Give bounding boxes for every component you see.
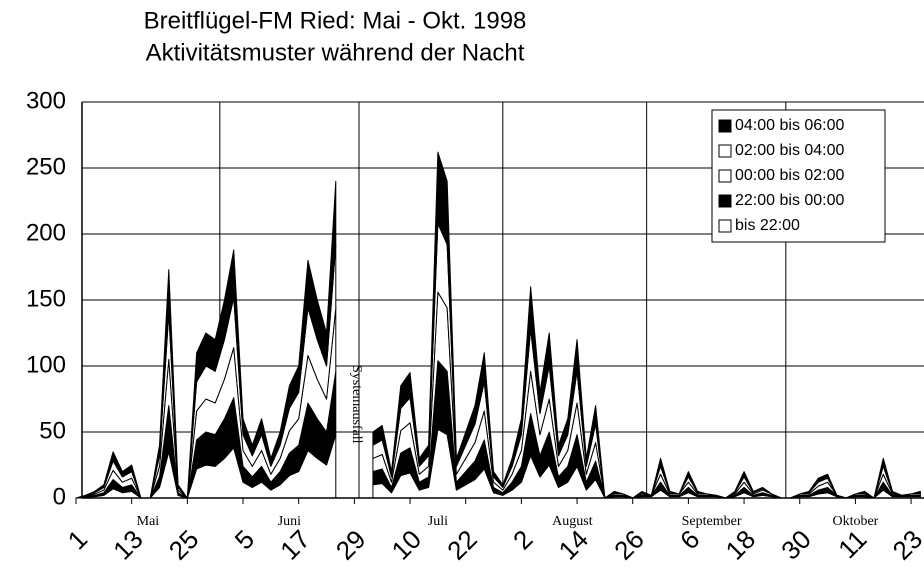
x-tick-label: 11 xyxy=(832,524,872,564)
legend-swatch xyxy=(718,169,732,183)
legend-swatch xyxy=(718,119,732,133)
annotation: Systemausfall xyxy=(349,365,364,444)
month-label: Oktober xyxy=(832,514,878,529)
x-tick-label: 13 xyxy=(107,524,149,566)
legend-swatch xyxy=(718,219,732,233)
x-tick-label: 2 xyxy=(507,524,538,555)
chart-subtitle: Aktivitätsmuster während der Nacht xyxy=(146,39,525,66)
legend-swatch xyxy=(718,194,732,208)
legend-label: 22:00 bis 00:00 xyxy=(735,192,845,209)
month-label: Mai xyxy=(137,514,160,529)
x-tick-label: 26 xyxy=(608,524,650,566)
x-tick-label: 25 xyxy=(163,524,205,566)
x-tick-label: 5 xyxy=(229,524,260,555)
legend-box xyxy=(711,109,886,243)
legend-swatch xyxy=(718,144,732,158)
x-tick-label: 29 xyxy=(330,524,372,566)
month-label: September xyxy=(682,514,742,529)
y-tick-label: 0 xyxy=(53,483,66,510)
x-tick-label: 22 xyxy=(441,524,483,566)
month-label: Juli xyxy=(428,514,448,529)
x-tick-label: 10 xyxy=(385,524,427,566)
y-tick-label: 100 xyxy=(26,351,66,378)
legend-label: 02:00 bis 04:00 xyxy=(735,142,845,159)
x-tick-label: 18 xyxy=(720,524,762,566)
x-tick-label: 17 xyxy=(274,524,316,566)
legend-label: 04:00 bis 06:00 xyxy=(735,117,845,134)
month-label: Juni xyxy=(278,514,301,529)
x-tick-label: 14 xyxy=(552,524,594,566)
x-tick-label: 23 xyxy=(887,524,924,566)
y-tick-label: 300 xyxy=(26,87,66,114)
chart-title: Breitflügel-FM Ried: Mai - Okt. 1998 xyxy=(144,7,527,34)
x-tick-label: 30 xyxy=(775,524,817,566)
month-label: August xyxy=(552,514,593,529)
y-tick-label: 200 xyxy=(26,219,66,246)
y-tick-label: 250 xyxy=(26,153,66,180)
legend-label: bis 22:00 xyxy=(735,217,800,234)
y-tick-label: 150 xyxy=(26,285,66,312)
legend-label: 00:00 bis 02:00 xyxy=(735,167,845,184)
area xyxy=(75,151,921,499)
y-tick-label: 50 xyxy=(39,417,66,444)
x-tick-label: 1 xyxy=(62,524,93,555)
